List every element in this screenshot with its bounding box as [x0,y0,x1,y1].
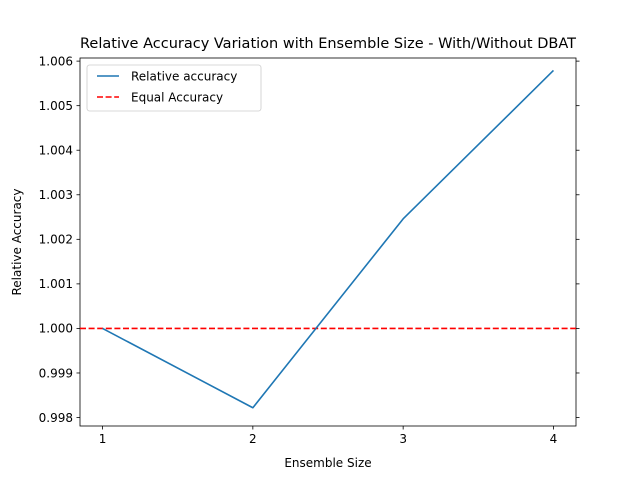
y-tick-label: 1.005 [39,99,73,113]
x-tick-label: 4 [550,432,558,446]
y-tick-label: 1.001 [39,277,73,291]
series-line-relative-accuracy [102,69,555,409]
legend-item-relative-accuracy-label: Relative accuracy [131,69,237,83]
x-axis-label: Ensemble Size [284,456,371,470]
chart-title: Relative Accuracy Variation with Ensembl… [80,36,576,52]
x-tick-label: 1 [99,432,107,446]
y-tick-label: 0.999 [39,366,73,380]
y-axis-label: Relative Accuracy [10,189,24,296]
legend-item-equal-accuracy-label: Equal Accuracy [131,90,223,104]
legend-box [86,64,262,112]
y-tick-label: 1.004 [39,144,73,158]
y-tick-label: 1.002 [39,233,73,247]
x-tick-label: 3 [399,432,407,446]
y-tick-label: 1.003 [39,188,73,202]
y-tick-label: 1.000 [39,322,73,336]
plot-area: 1 2 3 4 0.998 0.999 1.000 1.001 1.002 1.003 1.004 1… [39,54,580,446]
y-tick-label: 1.006 [39,54,73,68]
x-tick-label: 2 [249,432,257,446]
y-tick-label: 0.998 [39,411,73,425]
plot-frame [79,57,577,427]
